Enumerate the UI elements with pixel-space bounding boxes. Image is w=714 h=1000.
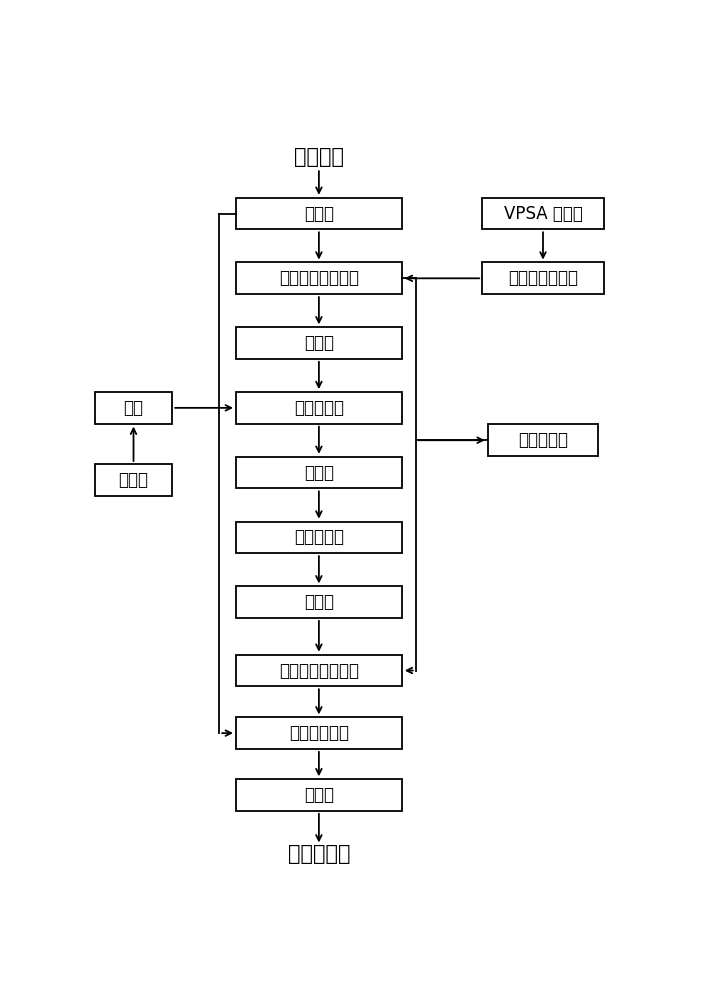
Text: 兼氧池: 兼氧池 — [304, 464, 334, 482]
Bar — [236, 779, 402, 811]
Text: 空气: 空气 — [124, 399, 144, 417]
Text: 一级好氧池: 一级好氧池 — [294, 399, 344, 417]
Bar — [236, 717, 402, 749]
Text: 调节池: 调节池 — [304, 205, 334, 223]
Text: 沉淀池: 沉淀池 — [304, 593, 334, 611]
Bar — [95, 392, 172, 424]
Text: 板式臭氧发生器: 板式臭氧发生器 — [508, 269, 578, 287]
Bar — [236, 655, 402, 686]
Text: 厌氧池: 厌氧池 — [304, 334, 334, 352]
Text: 鼓风机: 鼓风机 — [119, 471, 149, 489]
Text: 清水池: 清水池 — [304, 786, 334, 804]
Bar — [236, 392, 402, 424]
Text: 二级好氧池: 二级好氧池 — [294, 528, 344, 546]
Text: VPSA 制氧机: VPSA 制氧机 — [503, 205, 583, 223]
Bar — [482, 198, 604, 229]
Text: 臭氧接触后氧化池: 臭氧接触后氧化池 — [279, 662, 359, 680]
Bar — [236, 327, 402, 359]
Bar — [236, 457, 402, 488]
Bar — [236, 522, 402, 553]
Bar — [236, 198, 402, 229]
Text: 生产废水: 生产废水 — [294, 147, 344, 167]
Text: 臭氧接触预氧化池: 臭氧接触预氧化池 — [279, 269, 359, 287]
Bar — [95, 464, 172, 496]
Bar — [236, 586, 402, 618]
Bar — [482, 262, 604, 294]
Text: 尾气破坏器: 尾气破坏器 — [518, 431, 568, 449]
Text: 曝气生物滤池: 曝气生物滤池 — [289, 724, 349, 742]
Text: 处理后排放: 处理后排放 — [288, 844, 350, 864]
Bar — [236, 262, 402, 294]
Bar — [488, 424, 598, 456]
